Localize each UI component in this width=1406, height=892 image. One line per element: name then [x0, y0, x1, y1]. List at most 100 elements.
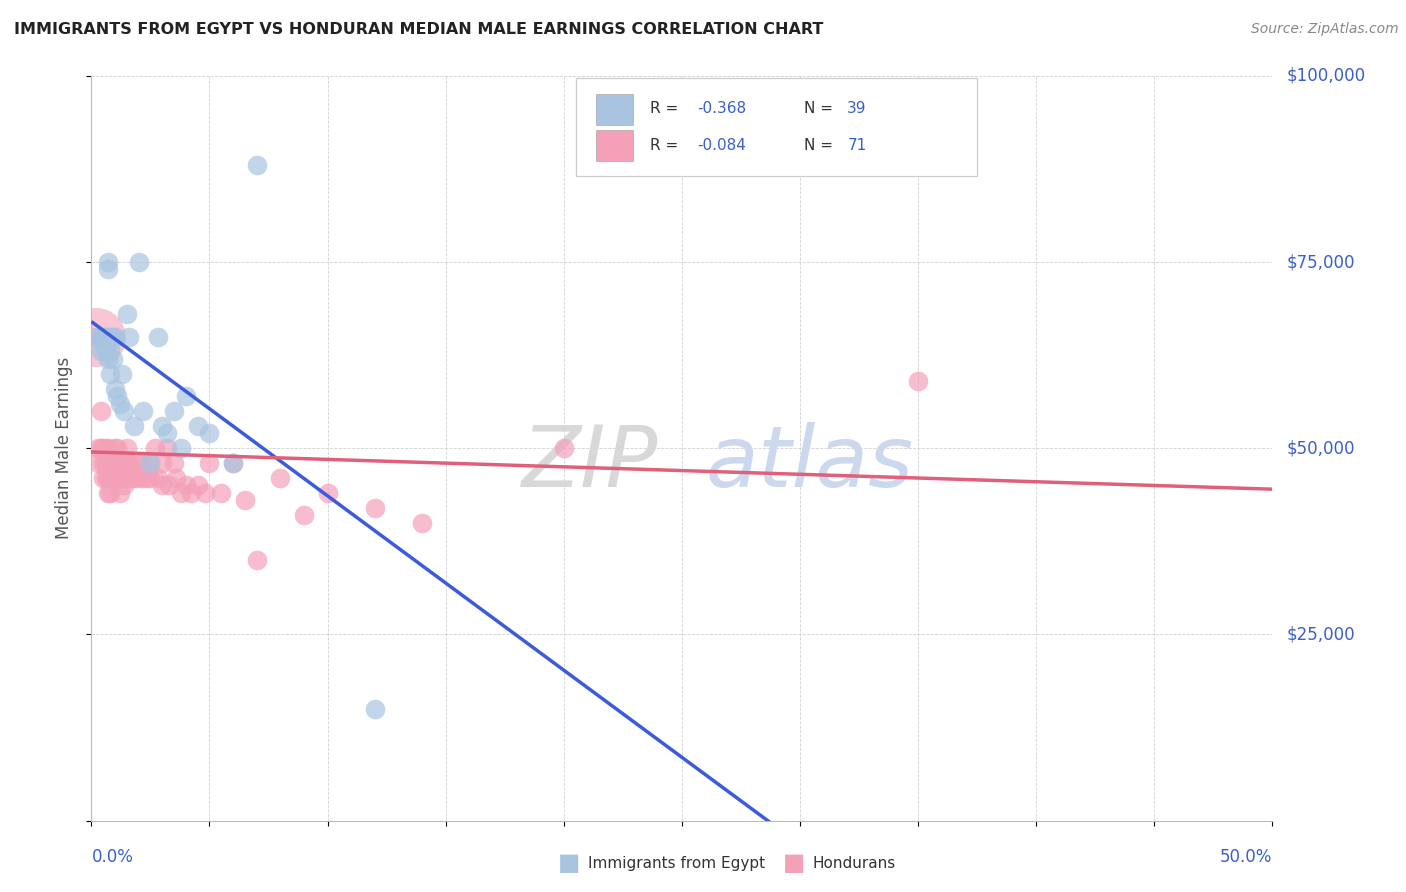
Point [187, 418, 209, 433]
Text: $100,000: $100,000 [1286, 67, 1365, 85]
Point [98, 456, 121, 470]
Point [98, 471, 121, 485]
Point [118, 456, 141, 470]
Point [97, 471, 120, 485]
FancyBboxPatch shape [596, 130, 634, 161]
Point [97, 441, 120, 455]
Text: -0.084: -0.084 [697, 138, 747, 153]
Point [97, 486, 120, 500]
Text: $50,000: $50,000 [1286, 439, 1355, 458]
Point [122, 464, 145, 478]
Point [108, 456, 131, 470]
Point [146, 471, 169, 485]
Point [97, 329, 120, 343]
Point [111, 456, 134, 470]
Point [128, 255, 150, 269]
Point [146, 329, 169, 343]
Point [111, 367, 134, 381]
Point [122, 418, 145, 433]
Point [907, 374, 929, 388]
Point [94, 441, 117, 455]
Point [163, 404, 186, 418]
Text: R =: R = [650, 138, 683, 153]
Point [139, 471, 162, 485]
Point [118, 329, 141, 343]
Point [91, 471, 114, 485]
Point [411, 516, 433, 530]
Point [97, 351, 120, 366]
Point [91, 329, 114, 343]
Point [136, 464, 159, 478]
Point [91, 456, 114, 470]
Point [139, 456, 162, 470]
Point [364, 702, 387, 716]
Point [163, 456, 186, 470]
Point [292, 508, 315, 523]
Point [150, 456, 173, 470]
Point [90, 344, 112, 359]
Point [115, 456, 138, 470]
Point [91, 337, 114, 351]
Text: 50.0%: 50.0% [1220, 848, 1272, 866]
Text: atlas: atlas [706, 422, 914, 505]
Point [198, 456, 221, 470]
Point [104, 456, 127, 470]
Point [132, 456, 155, 470]
Point [170, 486, 193, 500]
Point [90, 404, 112, 418]
Point [132, 404, 155, 418]
Point [98, 329, 121, 343]
Point [194, 486, 217, 500]
Point [84, 329, 107, 343]
Point [105, 389, 128, 403]
Point [105, 471, 128, 485]
Point [108, 396, 131, 410]
Point [101, 471, 124, 485]
Point [187, 478, 209, 492]
Point [114, 478, 136, 492]
Point [316, 486, 339, 500]
Point [209, 486, 232, 500]
Point [115, 307, 138, 321]
Point [97, 255, 120, 269]
Point [105, 441, 128, 455]
Point [98, 344, 121, 359]
Point [174, 389, 197, 403]
Point [157, 478, 180, 492]
Text: ■: ■ [783, 852, 806, 875]
Point [198, 426, 221, 441]
Text: ■: ■ [558, 852, 581, 875]
Point [129, 471, 152, 485]
Text: N =: N = [804, 138, 838, 153]
Point [170, 441, 193, 455]
Point [94, 329, 117, 343]
Point [222, 456, 245, 470]
Point [87, 329, 110, 343]
Point [165, 471, 187, 485]
Y-axis label: Median Male Earnings: Median Male Earnings [55, 357, 73, 540]
Point [114, 404, 136, 418]
Point [97, 456, 120, 470]
Point [115, 441, 138, 455]
Point [87, 441, 110, 455]
Point [104, 329, 127, 343]
Text: Source: ZipAtlas.com: Source: ZipAtlas.com [1251, 22, 1399, 37]
Point [87, 456, 110, 470]
Point [91, 441, 114, 455]
Text: 39: 39 [848, 101, 866, 116]
Point [150, 478, 173, 492]
Point [143, 441, 166, 455]
FancyBboxPatch shape [575, 78, 977, 177]
Text: -0.368: -0.368 [697, 101, 747, 116]
Point [101, 351, 124, 366]
Point [233, 493, 256, 508]
Point [174, 478, 197, 492]
Point [150, 418, 173, 433]
Point [222, 456, 245, 470]
Point [94, 344, 117, 359]
Point [364, 500, 387, 515]
Point [101, 329, 124, 343]
Point [114, 464, 136, 478]
Point [98, 486, 121, 500]
Point [125, 471, 148, 485]
